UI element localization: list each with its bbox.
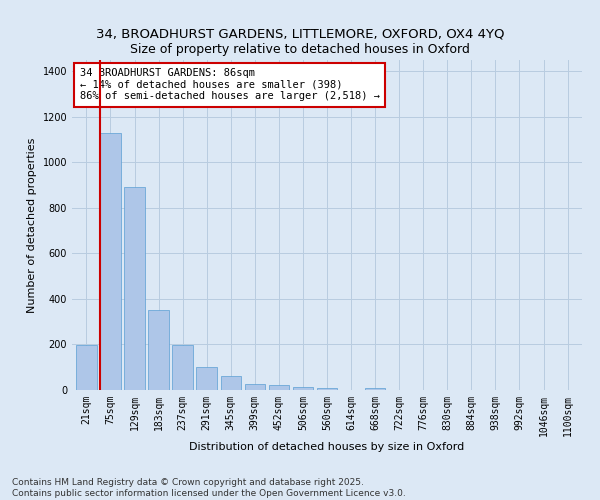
- Bar: [269, 386, 289, 390]
- Bar: [317, 388, 337, 390]
- Y-axis label: Number of detached properties: Number of detached properties: [27, 138, 37, 312]
- Bar: [245, 384, 265, 390]
- Bar: [172, 345, 193, 390]
- Text: Contains HM Land Registry data © Crown copyright and database right 2025.
Contai: Contains HM Land Registry data © Crown c…: [12, 478, 406, 498]
- Bar: [124, 187, 145, 390]
- Bar: [76, 345, 97, 390]
- Bar: [100, 133, 121, 390]
- Bar: [365, 388, 385, 390]
- Text: 34 BROADHURST GARDENS: 86sqm
← 14% of detached houses are smaller (398)
86% of s: 34 BROADHURST GARDENS: 86sqm ← 14% of de…: [80, 68, 380, 102]
- X-axis label: Distribution of detached houses by size in Oxford: Distribution of detached houses by size …: [190, 442, 464, 452]
- Bar: [148, 310, 169, 390]
- Bar: [221, 376, 241, 390]
- Text: 34, BROADHURST GARDENS, LITTLEMORE, OXFORD, OX4 4YQ: 34, BROADHURST GARDENS, LITTLEMORE, OXFO…: [96, 28, 504, 40]
- Bar: [196, 366, 217, 390]
- Bar: [293, 387, 313, 390]
- Text: Size of property relative to detached houses in Oxford: Size of property relative to detached ho…: [130, 42, 470, 56]
